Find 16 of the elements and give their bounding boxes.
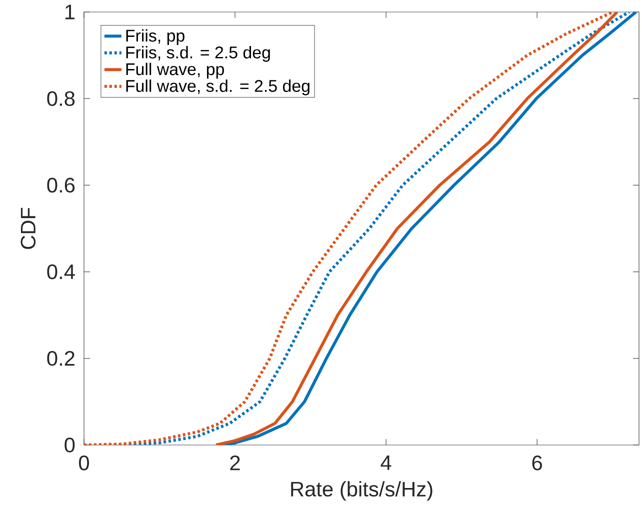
x-tick-label: 2 (230, 456, 240, 470)
legend-label: Full wave, s.d. = 2.5 deg (126, 80, 310, 96)
y-tick-label: 0.2 (47, 350, 74, 366)
x-tick-label: 4 (380, 456, 392, 470)
y-tick-label: 0.6 (47, 178, 75, 193)
legend-label: Friis, pp (126, 29, 184, 46)
y-tick-label: 0 (64, 438, 75, 452)
legend-label: Friis, s.d. = 2.5 deg (126, 46, 270, 62)
legend-label: Full wave, pp (126, 62, 224, 79)
x-tick-label: 0 (78, 456, 89, 470)
y-tick-label: 1 (65, 4, 74, 20)
y-tick-label: 0.8 (47, 91, 75, 106)
y-tick-label: 0.4 (47, 264, 75, 280)
y-axis-title: CDF (20, 208, 36, 249)
x-axis-title: Rate (bits/s/Hz) (291, 481, 432, 501)
x-tick-label: 6 (532, 456, 542, 470)
